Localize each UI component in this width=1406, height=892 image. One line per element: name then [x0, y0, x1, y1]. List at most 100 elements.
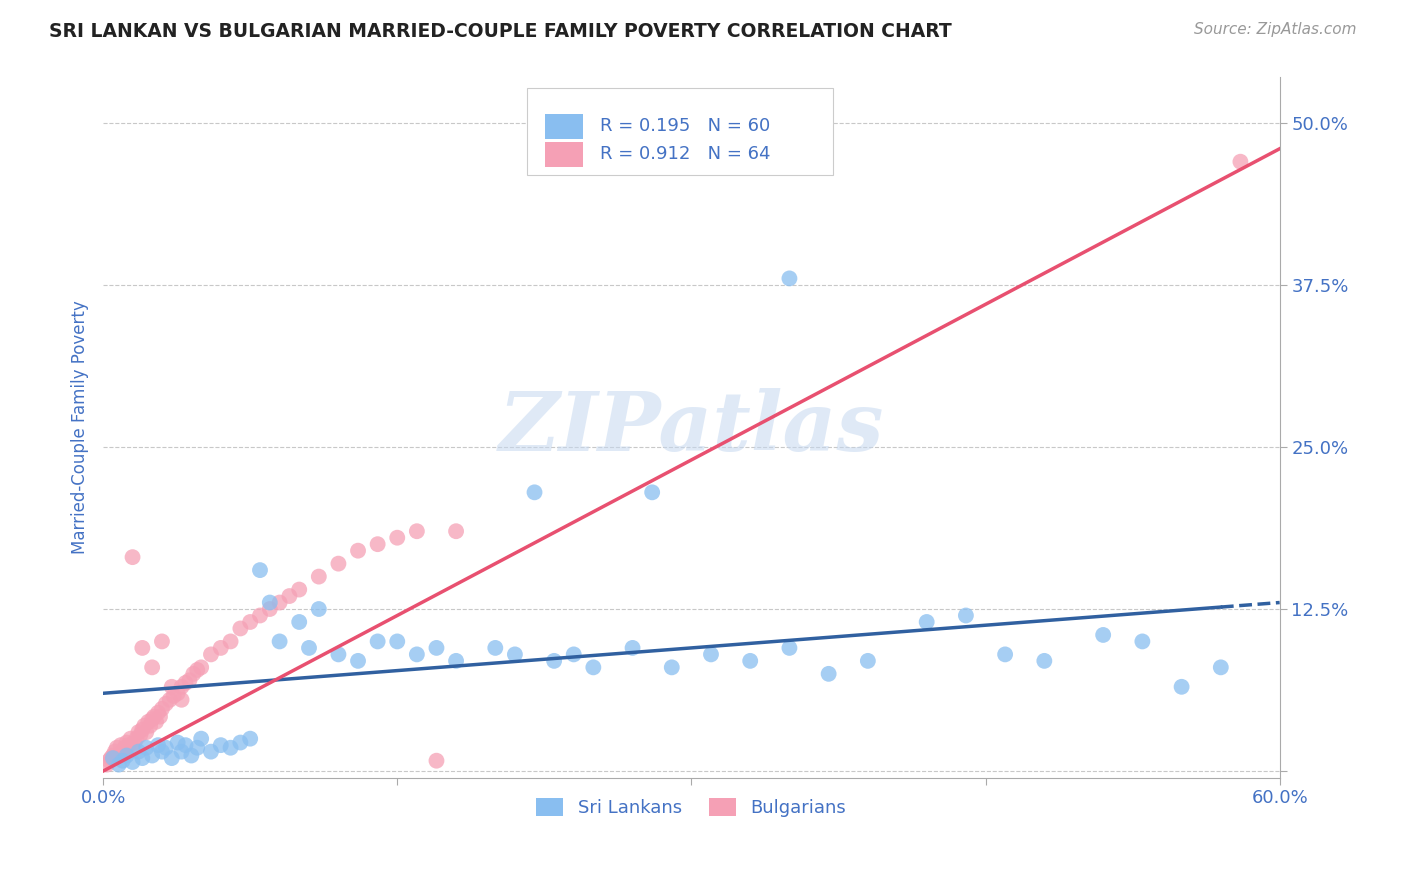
- Point: [166, 735, 188, 749]
- Point: [108, 748, 131, 763]
- Point: [129, 728, 152, 742]
- Point: [125, 731, 148, 746]
- Point: [543, 654, 565, 668]
- Point: [159, 692, 181, 706]
- Point: [111, 745, 134, 759]
- Point: [367, 634, 389, 648]
- Point: [1132, 634, 1154, 648]
- Point: [259, 602, 281, 616]
- Point: [298, 640, 321, 655]
- Point: [444, 524, 467, 539]
- Y-axis label: Married-Couple Family Poverty: Married-Couple Family Poverty: [72, 301, 89, 554]
- Point: [1033, 654, 1056, 668]
- Point: [179, 673, 201, 688]
- Point: [425, 640, 447, 655]
- Point: [110, 738, 132, 752]
- Point: [174, 738, 197, 752]
- Point: [155, 740, 177, 755]
- Point: [387, 531, 409, 545]
- Point: [387, 634, 409, 648]
- Text: SRI LANKAN VS BULGARIAN MARRIED-COUPLE FAMILY POVERTY CORRELATION CHART: SRI LANKAN VS BULGARIAN MARRIED-COUPLE F…: [49, 22, 952, 41]
- Point: [136, 714, 159, 729]
- Point: [141, 748, 163, 763]
- Point: [367, 537, 389, 551]
- FancyBboxPatch shape: [546, 113, 583, 138]
- Point: [955, 608, 977, 623]
- Point: [131, 751, 153, 765]
- Point: [269, 634, 291, 648]
- Text: ZIPatlas: ZIPatlas: [499, 387, 884, 467]
- Point: [186, 740, 208, 755]
- Point: [143, 709, 166, 723]
- Point: [146, 706, 169, 720]
- Point: [503, 648, 526, 662]
- Point: [141, 712, 163, 726]
- Legend: Sri Lankans, Bulgarians: Sri Lankans, Bulgarians: [529, 790, 853, 824]
- Point: [582, 660, 605, 674]
- Point: [661, 660, 683, 674]
- Point: [163, 689, 186, 703]
- Point: [121, 755, 143, 769]
- Point: [641, 485, 664, 500]
- Text: Source: ZipAtlas.com: Source: ZipAtlas.com: [1194, 22, 1357, 37]
- Point: [124, 735, 146, 749]
- Point: [523, 485, 546, 500]
- Point: [405, 524, 427, 539]
- Point: [120, 731, 142, 746]
- Point: [131, 723, 153, 737]
- Point: [166, 686, 188, 700]
- Point: [127, 745, 149, 759]
- Point: [621, 640, 644, 655]
- Point: [134, 719, 156, 733]
- Point: [856, 654, 879, 668]
- Point: [219, 634, 242, 648]
- Point: [484, 640, 506, 655]
- Point: [183, 666, 205, 681]
- Point: [101, 751, 124, 765]
- Point: [229, 735, 252, 749]
- Point: [328, 648, 350, 662]
- Point: [100, 751, 122, 765]
- Point: [308, 569, 330, 583]
- Point: [155, 697, 177, 711]
- Point: [700, 648, 723, 662]
- FancyBboxPatch shape: [527, 88, 832, 176]
- Point: [174, 676, 197, 690]
- Point: [111, 754, 134, 768]
- Point: [994, 648, 1017, 662]
- Point: [114, 740, 136, 755]
- Point: [239, 731, 262, 746]
- FancyBboxPatch shape: [546, 142, 583, 167]
- Point: [1209, 660, 1232, 674]
- Point: [347, 654, 370, 668]
- Point: [150, 702, 173, 716]
- Point: [740, 654, 762, 668]
- Point: [1092, 628, 1115, 642]
- Point: [249, 563, 271, 577]
- Point: [288, 615, 311, 629]
- Point: [278, 589, 301, 603]
- Point: [135, 725, 157, 739]
- Text: R = 0.195   N = 60: R = 0.195 N = 60: [599, 117, 770, 135]
- Point: [817, 666, 839, 681]
- Point: [104, 745, 127, 759]
- Point: [135, 740, 157, 755]
- Point: [249, 608, 271, 623]
- Point: [150, 634, 173, 648]
- Point: [1229, 154, 1251, 169]
- Point: [96, 757, 118, 772]
- Point: [115, 735, 138, 749]
- Point: [219, 740, 242, 755]
- Point: [101, 748, 124, 763]
- Point: [145, 714, 167, 729]
- Point: [200, 745, 222, 759]
- Point: [200, 648, 222, 662]
- Point: [308, 602, 330, 616]
- Point: [778, 271, 800, 285]
- Point: [149, 709, 172, 723]
- Point: [405, 648, 427, 662]
- Point: [444, 654, 467, 668]
- Point: [160, 751, 183, 765]
- Point: [180, 748, 202, 763]
- Point: [131, 640, 153, 655]
